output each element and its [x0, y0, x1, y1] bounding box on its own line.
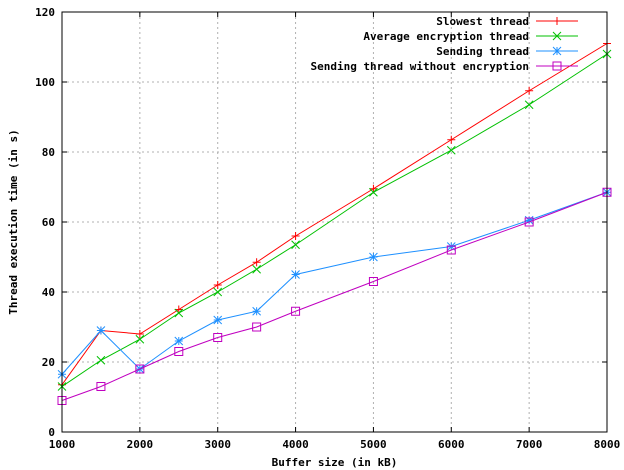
- legend-entry: Average encryption thread: [363, 30, 578, 43]
- marker-stroke: [446, 245, 456, 255]
- data-point-star: [213, 315, 223, 325]
- x-tick-label: 1000: [49, 438, 76, 451]
- marker-stroke: [252, 322, 262, 332]
- data-point-cross: [552, 31, 562, 41]
- data-point-star: [96, 326, 106, 335]
- data-point-plus: [135, 330, 144, 338]
- data-point-square: [291, 306, 301, 316]
- data-point-plus: [369, 184, 378, 193]
- data-point-cross: [174, 308, 184, 318]
- data-point-square: [252, 322, 262, 332]
- marker-stroke: [552, 46, 562, 56]
- legend-label: Slowest thread: [436, 15, 529, 28]
- data-point-cross: [252, 264, 261, 274]
- data-point-star: [369, 252, 378, 262]
- x-tick-label: 7000: [516, 438, 543, 451]
- y-tick-label: 80: [42, 146, 55, 159]
- data-point-star: [552, 46, 562, 56]
- marker-stroke: [252, 306, 261, 316]
- marker-stroke: [369, 187, 378, 197]
- data-point-plus: [447, 135, 456, 144]
- y-tick-label: 120: [35, 6, 55, 19]
- data-point-square: [135, 364, 145, 374]
- marker-stroke: [368, 277, 378, 286]
- y-axis-title: Thread execution time (in s): [7, 129, 20, 314]
- data-point-square: [368, 277, 378, 286]
- series-3: [57, 187, 612, 379]
- legend-entry: Sending thread without encryption: [310, 60, 578, 73]
- y-tick-label: 20: [42, 356, 55, 369]
- data-point-plus: [553, 17, 561, 25]
- data-point-square: [174, 347, 184, 356]
- marker-stroke: [252, 264, 261, 274]
- legend-label: Average encryption thread: [363, 30, 529, 43]
- series-layer: [57, 39, 612, 405]
- data-point-plus: [525, 86, 534, 95]
- marker-stroke: [135, 334, 145, 344]
- y-tick-label: 0: [48, 426, 55, 439]
- marker-stroke: [135, 364, 145, 374]
- data-point-square: [446, 245, 456, 255]
- x-tick-label: 3000: [204, 438, 231, 451]
- legend-entry: Sending thread: [436, 45, 578, 58]
- marker-stroke: [96, 382, 106, 391]
- marker-stroke: [174, 308, 184, 318]
- legend-entry: Slowest thread: [436, 15, 578, 28]
- marker-stroke: [291, 270, 300, 279]
- y-tick-label: 40: [42, 286, 55, 299]
- data-point-square: [213, 333, 223, 342]
- data-point-cross: [213, 287, 223, 297]
- series-2: [57, 49, 612, 391]
- marker-stroke: [524, 100, 534, 110]
- data-point-cross: [524, 100, 534, 110]
- marker-stroke: [369, 252, 378, 262]
- legend-label: Sending thread without encryption: [310, 60, 529, 73]
- data-point-star: [174, 336, 184, 346]
- data-point-cross: [96, 355, 106, 365]
- x-tick-label: 6000: [438, 438, 465, 451]
- data-point-square: [524, 217, 534, 227]
- legend: Slowest thread Average encryption thread S…: [310, 15, 578, 73]
- data-point-cross: [369, 187, 378, 197]
- data-point-star: [291, 270, 300, 279]
- marker-stroke: [174, 336, 184, 346]
- x-axis-title: Buffer size (in kB): [272, 456, 398, 469]
- data-point-cross: [446, 145, 456, 155]
- data-point-cross: [291, 240, 300, 250]
- y-tick-label: 60: [42, 216, 55, 229]
- marker-stroke: [524, 217, 534, 227]
- marker-stroke: [291, 306, 301, 316]
- x-tick-label: 8000: [594, 438, 621, 451]
- axis-ticks: 1000 2000 3000 4000 5000 6000 7000 8000 0 20 40 60 8…: [35, 6, 620, 451]
- y-tick-label: 100: [35, 76, 55, 89]
- data-point-plus: [252, 258, 261, 267]
- marker-stroke: [213, 315, 223, 325]
- x-tick-label: 5000: [360, 438, 387, 451]
- data-point-plus: [213, 281, 222, 289]
- marker-stroke: [446, 145, 456, 155]
- marker-stroke: [174, 347, 184, 356]
- marker-stroke: [96, 355, 106, 365]
- marker-stroke: [552, 61, 562, 71]
- marker-stroke: [291, 240, 300, 250]
- marker-stroke: [213, 333, 223, 342]
- x-tick-label: 2000: [127, 438, 154, 451]
- marker-stroke: [213, 287, 223, 297]
- series-1: [58, 39, 611, 389]
- data-point-plus: [291, 232, 300, 240]
- data-point-star: [252, 306, 261, 316]
- plot-frame: [61, 11, 608, 433]
- series-line: [61, 191, 608, 401]
- data-point-square: [96, 382, 106, 391]
- data-point-square: [552, 61, 562, 71]
- x-tick-label: 4000: [282, 438, 309, 451]
- marker-stroke: [552, 31, 562, 41]
- data-point-plus: [174, 305, 183, 314]
- legend-label: Sending thread: [436, 45, 529, 58]
- marker-stroke: [96, 326, 106, 335]
- data-point-cross: [135, 334, 145, 344]
